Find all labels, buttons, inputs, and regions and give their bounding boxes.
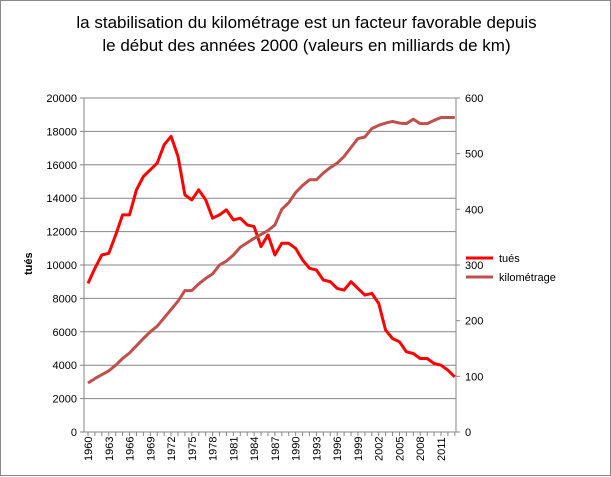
y2-tick-label: 100 xyxy=(465,371,483,383)
y-tick-label: 8000 xyxy=(53,293,77,305)
x-tick-label: 1987 xyxy=(270,437,282,461)
y-tick-label: 6000 xyxy=(53,327,77,339)
y-tick-label: 20000 xyxy=(46,93,77,105)
y2-tick-label: 400 xyxy=(465,204,483,216)
x-tick-label: 1960 xyxy=(83,437,95,461)
x-tick-label: 1972 xyxy=(166,437,178,461)
y2-tick-label: 0 xyxy=(465,427,471,439)
x-tick-label: 2008 xyxy=(415,437,427,461)
x-tick-label: 1990 xyxy=(291,437,303,461)
x-tick-label: 1966 xyxy=(125,437,137,461)
legend-label: tués xyxy=(499,253,520,265)
x-tick-label: 1996 xyxy=(332,437,344,461)
x-tick-label: 1981 xyxy=(228,437,240,461)
x-tick-label: 1975 xyxy=(187,437,199,461)
x-tick-label: 1978 xyxy=(208,437,220,461)
x-tick-label: 2005 xyxy=(394,437,406,461)
y-tick-label: 12000 xyxy=(46,227,77,239)
x-tick-label: 1999 xyxy=(353,437,365,461)
x-tick-label: 2002 xyxy=(374,437,386,461)
y2-tick-label: 200 xyxy=(465,316,483,328)
y-tick-label: 14000 xyxy=(46,193,77,205)
y-tick-label: 10000 xyxy=(46,260,77,272)
y2-tick-label: 500 xyxy=(465,149,483,161)
y2-tick-label: 600 xyxy=(465,93,483,105)
y-tick-label: 2000 xyxy=(53,394,77,406)
y-tick-label: 0 xyxy=(71,427,77,439)
legend-label: kilométrage xyxy=(499,272,556,284)
y2-tick-label: 300 xyxy=(465,260,483,272)
x-tick-label: 1984 xyxy=(249,437,261,461)
y-tick-label: 16000 xyxy=(46,160,77,172)
x-tick-label: 1993 xyxy=(311,437,323,461)
x-tick-label: 1963 xyxy=(104,437,116,461)
y-tick-label: 4000 xyxy=(53,360,77,372)
y-tick-label: 18000 xyxy=(46,126,77,138)
x-tick-label: 1969 xyxy=(145,437,157,461)
x-tick-label: 2011 xyxy=(436,437,448,461)
y-axis-label: tués xyxy=(23,252,35,275)
